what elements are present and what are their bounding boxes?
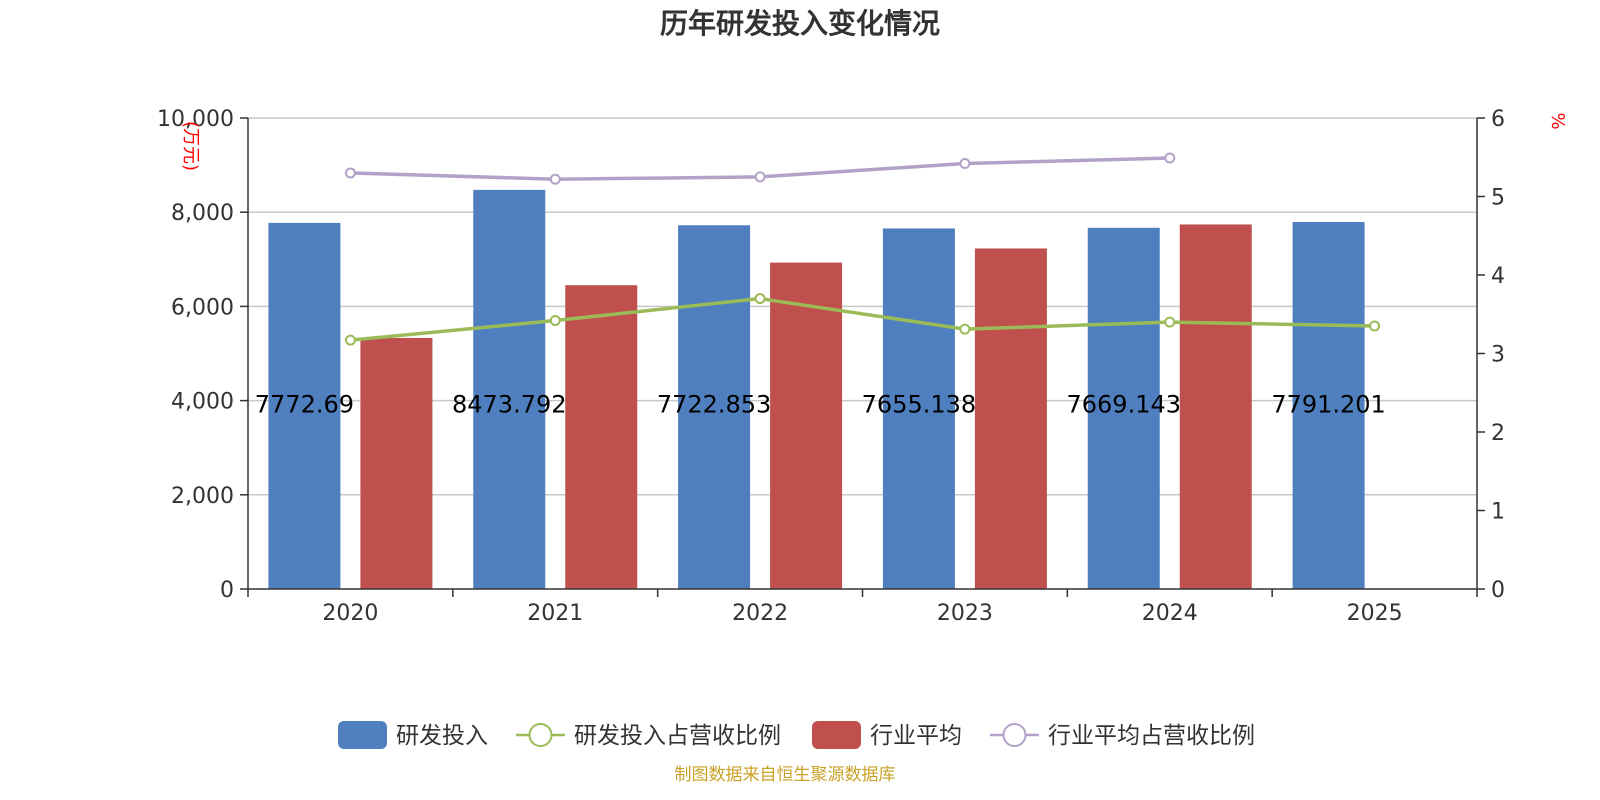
legend-label: 研发投入 xyxy=(396,723,488,749)
left-axis-unit: (万元) xyxy=(180,121,201,171)
lines xyxy=(344,152,1381,346)
left-tick-label: 4,000 xyxy=(171,390,234,415)
gridlines xyxy=(248,117,1477,496)
x-tick-label: 2024 xyxy=(1142,601,1198,626)
line-point xyxy=(959,323,971,335)
legend-label: 行业平均占营收比例 xyxy=(1048,723,1255,749)
source-note: 制图数据来自恒生聚源数据库 xyxy=(675,765,896,785)
chart-title: 历年研发投入变化情况 xyxy=(660,7,940,40)
right-tick-label: 3 xyxy=(1491,343,1505,368)
bars xyxy=(268,189,1365,590)
bar-rd-investment xyxy=(1292,222,1365,590)
bar-industry-average xyxy=(1179,224,1252,590)
line-point xyxy=(549,315,561,327)
bar-industry-average xyxy=(974,248,1047,590)
bar-rd-investment xyxy=(678,225,751,590)
legend-swatch-bar xyxy=(338,721,387,749)
left-tick-label: 10,000 xyxy=(157,107,234,132)
data-labels: 7772.69 8473.792 7722.853 7655.138 7669.143 7… xyxy=(255,391,1386,419)
x-tick-label: 2023 xyxy=(937,601,993,626)
left-tick-label: 0 xyxy=(220,578,234,603)
bar-data-label: 8473.792 xyxy=(452,391,567,419)
line-point xyxy=(344,167,356,179)
legend: 研发投入 研发投入占营收比例 行业平均 行业平均占营收比例 xyxy=(338,721,1255,749)
axes: 0 2,000 4,000 6,000 8,000 10,000 0 1 2 3 4 5 6 2020 20… xyxy=(157,107,1505,626)
x-tick-label: 2021 xyxy=(527,601,583,626)
right-tick-label: 1 xyxy=(1491,500,1505,525)
line-point xyxy=(754,171,766,183)
line-point xyxy=(549,173,561,185)
bar-rd-investment xyxy=(1087,227,1160,589)
bar-industry-average xyxy=(770,262,843,589)
line-point xyxy=(1164,316,1176,328)
bar-data-label: 7772.69 xyxy=(255,391,354,419)
bar-rd-investment xyxy=(473,189,546,589)
line-rd-ratio xyxy=(350,296,1375,342)
legend-label: 行业平均 xyxy=(870,723,962,749)
bar-data-label: 7722.853 xyxy=(657,391,772,419)
right-tick-label: 0 xyxy=(1491,578,1505,603)
line-point xyxy=(1164,152,1176,164)
bar-data-label: 7655.138 xyxy=(862,391,977,419)
line-point xyxy=(959,158,971,170)
right-tick-label: 2 xyxy=(1491,421,1505,446)
legend-swatch-marker xyxy=(1002,723,1027,747)
left-tick-label: 2,000 xyxy=(171,484,234,509)
right-tick-label: 5 xyxy=(1491,186,1505,211)
legend-label: 研发投入占营收比例 xyxy=(574,723,781,749)
bar-industry-average xyxy=(565,285,638,589)
x-tick-label: 2022 xyxy=(732,601,788,626)
line-point xyxy=(1369,320,1381,332)
bar-data-label: 7791.201 xyxy=(1271,391,1386,419)
bar-rd-investment xyxy=(268,222,341,589)
bar-rd-investment xyxy=(882,228,955,589)
right-axis-unit: % xyxy=(1547,112,1568,129)
left-tick-label: 6,000 xyxy=(171,295,234,320)
right-tick-label: 6 xyxy=(1491,107,1505,132)
left-tick-label: 8,000 xyxy=(171,201,234,226)
legend-swatch-bar xyxy=(812,721,861,749)
right-tick-label: 4 xyxy=(1491,264,1505,289)
x-tick-label: 2025 xyxy=(1347,601,1403,626)
x-tick-label: 2020 xyxy=(322,601,378,626)
line-point xyxy=(344,334,356,346)
line-point xyxy=(754,293,766,305)
bar-industry-average xyxy=(360,337,433,589)
bar-data-label: 7669.143 xyxy=(1066,391,1181,419)
legend-swatch-marker xyxy=(528,723,553,747)
